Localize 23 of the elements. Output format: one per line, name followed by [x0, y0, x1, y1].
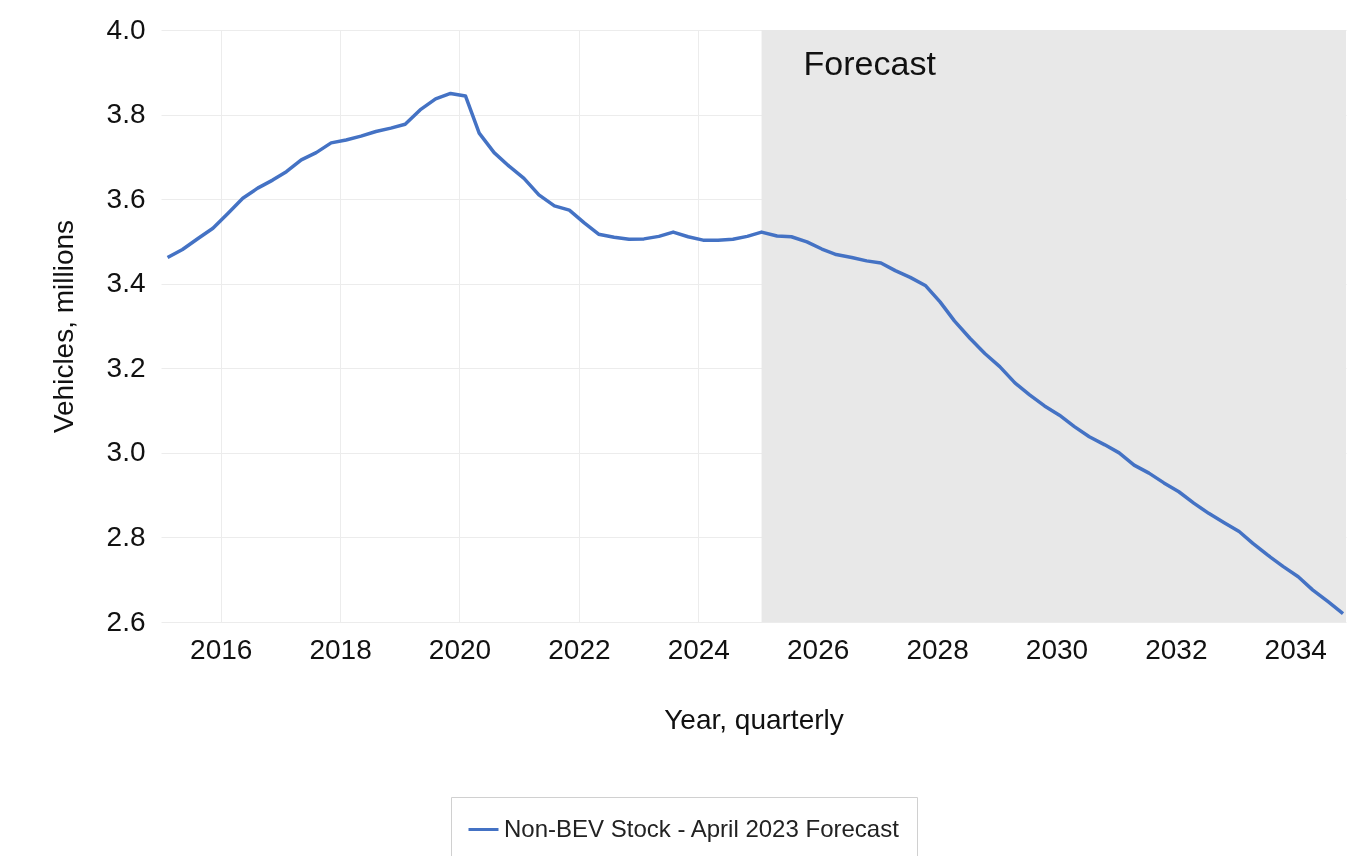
x-tick-label: 2026 [787, 633, 850, 665]
y-tick-label: 2.8 [106, 520, 146, 552]
x-tick-label: 2032 [1145, 633, 1208, 665]
x-tick-label: 2028 [906, 633, 969, 665]
y-tick-label: 3.2 [106, 351, 146, 383]
y-tick-label: 3.4 [106, 267, 146, 299]
band-label: Forecast [803, 44, 937, 82]
y-axis-title: Vehicles, millions [47, 219, 79, 434]
line-series [165, 91, 1345, 616]
x-tick-label: 2030 [1025, 633, 1089, 665]
y-tick-label: 3.6 [106, 182, 146, 214]
x-tick-label: 2034 [1264, 633, 1327, 665]
x-tick-label: 2020 [428, 633, 492, 665]
y-tick-label: 4.0 [106, 13, 146, 45]
x-tick-label: 2018 [309, 633, 372, 665]
x-tick-label: 2022 [548, 633, 611, 665]
x-tick-label: 2024 [667, 633, 730, 665]
y-tick-label: 3.8 [106, 98, 146, 130]
x-tick-label: 2016 [190, 633, 253, 665]
y-tick-label: 3.0 [106, 436, 146, 468]
x-axis-title: Year, quarterly [664, 703, 844, 735]
y-tick-label: 2.6 [106, 605, 146, 637]
legend-label: Non-BEV Stock - April 2023 Forecast [504, 814, 900, 842]
